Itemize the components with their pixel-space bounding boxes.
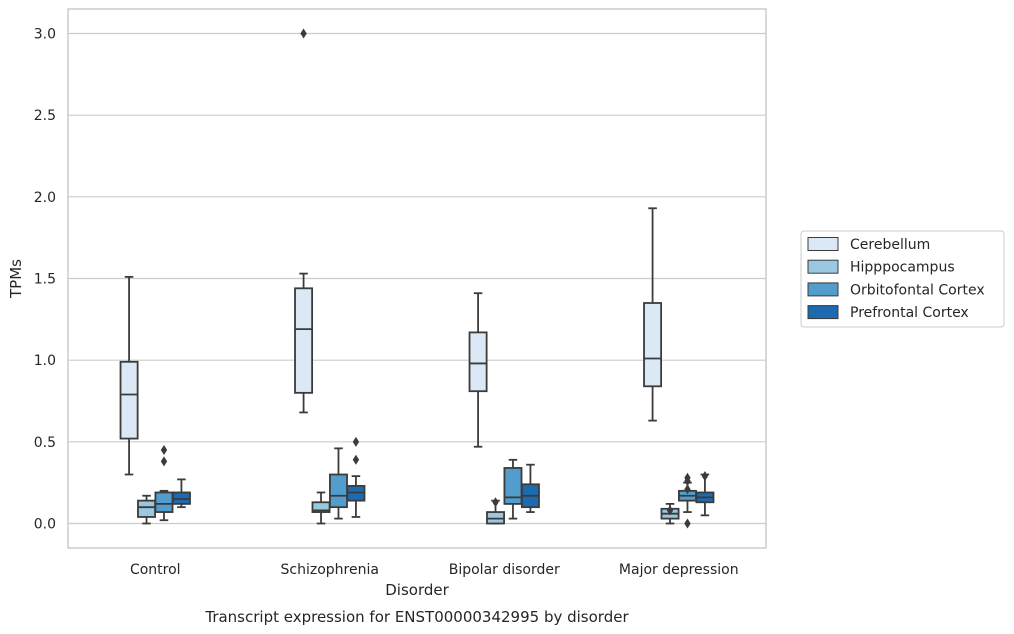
box-orbitofontal-cortex xyxy=(503,458,523,520)
box-iqr xyxy=(503,467,523,505)
chart-caption: Transcript expression for ENST0000034299… xyxy=(204,608,629,626)
x-tick-labels: Control Schizophrenia Bipolar disorder Majo… xyxy=(130,562,739,578)
box-iqr xyxy=(468,331,488,393)
box-prefrontal-cortex xyxy=(346,436,366,518)
y-tick-label: 2.5 xyxy=(34,108,56,124)
outlier-point xyxy=(701,471,709,482)
box-hipppocampus xyxy=(660,502,680,525)
y-tick-label: 2.0 xyxy=(34,190,56,206)
outlier-point xyxy=(684,472,691,483)
y-tick-label: 3.0 xyxy=(34,27,56,43)
y-tick-label: 1.5 xyxy=(34,272,56,288)
box-iqr xyxy=(329,473,348,509)
y-tick-labels: 0.0 0.5 1.0 1.5 2.0 2.5 3.0 xyxy=(34,27,56,533)
box-cerebellum xyxy=(119,275,139,476)
box-cerebellum xyxy=(294,28,314,414)
box-prefrontal-cortex xyxy=(520,463,540,513)
legend-label: Cerebellum xyxy=(850,237,930,253)
box-prefrontal-cortex xyxy=(695,471,715,517)
outlier-point xyxy=(300,28,307,39)
box-cerebellum xyxy=(643,207,663,422)
outlier-point xyxy=(492,497,499,508)
x-tick-label: Schizophrenia xyxy=(281,562,379,578)
outlier-point xyxy=(666,505,674,516)
box-hipppocampus xyxy=(486,497,505,525)
legend-label: Prefrontal Cortex xyxy=(850,305,969,321)
box-iqr xyxy=(643,302,663,388)
x-tick-label: Major depression xyxy=(619,562,739,578)
plot-frame xyxy=(67,8,767,549)
x-tick-label: Control xyxy=(130,562,181,578)
box-iqr xyxy=(137,499,156,518)
y-tick-label: 0.0 xyxy=(34,517,56,533)
legend: Cerebellum Hipppocampus Orbitofontal Corte… xyxy=(800,230,1005,328)
box-orbitofontal-cortex xyxy=(678,472,697,529)
legend-label: Orbitofontal Cortex xyxy=(850,282,985,298)
legend-frame xyxy=(800,230,1005,328)
outlier-point xyxy=(684,518,691,529)
y-axis-label: TPMs xyxy=(7,259,25,299)
x-axis-label: Disorder xyxy=(385,581,449,599)
box-hipppocampus xyxy=(137,494,156,525)
outlier-point xyxy=(684,484,691,495)
y-tick-label: 0.5 xyxy=(34,435,56,451)
box-prefrontal-cortex xyxy=(171,478,191,509)
box-cerebellum xyxy=(468,292,488,448)
grid-lines xyxy=(68,32,766,525)
legend-swatch xyxy=(807,305,839,320)
outlier-point xyxy=(352,454,360,465)
box-iqr xyxy=(294,287,314,394)
x-tick-label: Bipolar disorder xyxy=(449,562,560,578)
legend-label: Hipppocampus xyxy=(850,260,955,276)
legend-swatch xyxy=(807,282,839,297)
box-iqr xyxy=(119,360,139,440)
y-tick-label: 1.0 xyxy=(34,353,56,369)
box-groups xyxy=(119,28,715,529)
outlier-point xyxy=(160,456,168,467)
legend-swatch xyxy=(807,259,839,274)
box-iqr xyxy=(154,491,174,513)
legend-swatch xyxy=(807,237,839,251)
outlier-point xyxy=(160,445,168,455)
outlier-point xyxy=(352,436,360,447)
